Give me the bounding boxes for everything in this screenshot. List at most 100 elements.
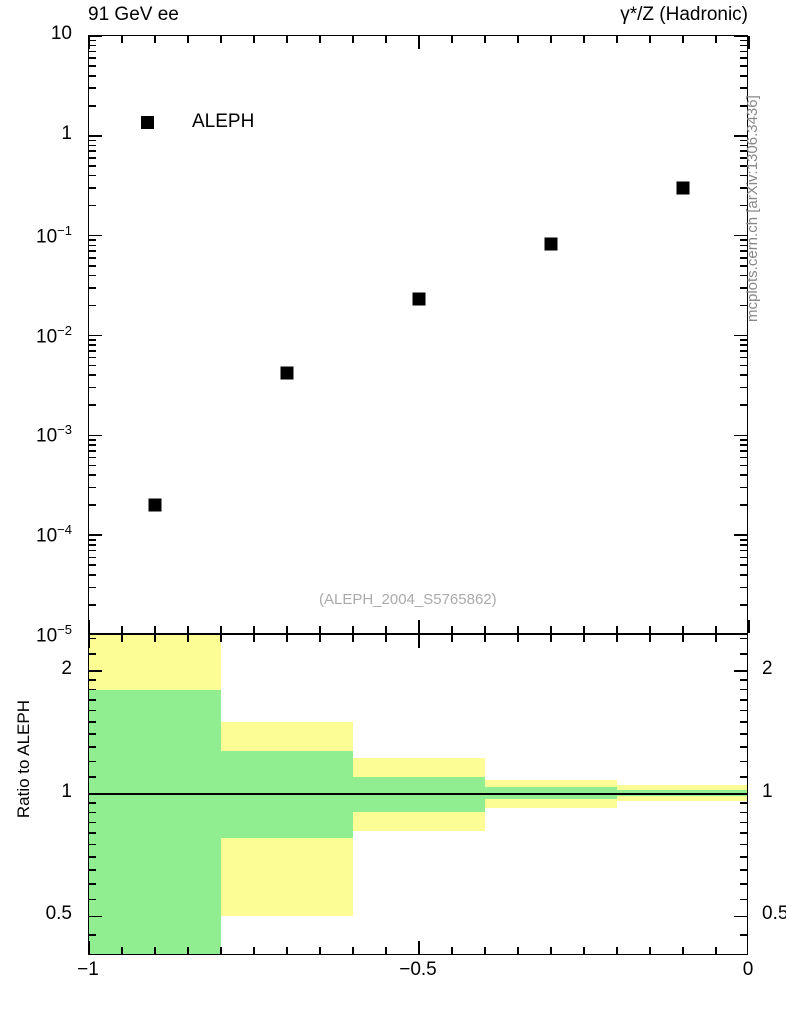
y-minor-tick xyxy=(89,449,96,452)
x-minor-tick xyxy=(187,36,189,43)
y-major-tick xyxy=(734,334,747,337)
y-minor-tick xyxy=(740,444,747,446)
ratio-x-major-tick xyxy=(418,941,420,954)
x-tick-label: 0 xyxy=(742,959,754,980)
x-minor-tick xyxy=(682,36,684,43)
data-point-marker xyxy=(544,237,558,251)
main-y-tick-labels: 10−5 10−4 10−3 10−2 10−1 1 10 xyxy=(0,24,82,645)
ratio-y-minor-tick xyxy=(89,721,96,723)
x-minor-tick xyxy=(154,626,156,633)
ratio-x-minor-tick xyxy=(286,635,288,642)
main-plot-frame: ALEPH (ALEPH_2004_S5765862) xyxy=(88,35,750,636)
ratio-y-minor-tick xyxy=(89,832,96,835)
y-minor-tick xyxy=(740,50,747,53)
y-major-tick xyxy=(734,434,747,437)
y-minor-tick xyxy=(740,456,747,459)
x-minor-tick xyxy=(187,626,189,633)
ratio-x-minor-tick xyxy=(286,947,288,954)
y-minor-tick xyxy=(740,44,747,47)
y-minor-tick xyxy=(89,57,96,59)
x-major-tick xyxy=(748,620,750,633)
x-minor-tick xyxy=(715,36,717,43)
y-tick-label: 10−1 xyxy=(36,222,72,247)
x-minor-tick xyxy=(286,36,288,43)
ratio-x-minor-tick xyxy=(616,635,618,642)
y-minor-tick xyxy=(740,287,747,289)
x-minor-tick xyxy=(352,36,354,43)
ratio-x-major-tick xyxy=(89,635,90,648)
y-minor-tick xyxy=(89,257,96,259)
x-tick-label: −0.5 xyxy=(399,959,437,980)
y-minor-tick xyxy=(740,486,747,489)
legend: ALEPH xyxy=(141,111,254,133)
y-minor-tick xyxy=(89,549,96,552)
x-minor-tick xyxy=(517,626,519,633)
y-minor-tick xyxy=(740,174,747,177)
ratio-y-tick-label-right: 2 xyxy=(762,657,773,679)
y-minor-tick xyxy=(740,264,747,267)
y-minor-tick xyxy=(89,444,96,446)
x-minor-tick xyxy=(121,626,123,633)
x-minor-tick xyxy=(550,626,552,633)
ratio-y-tick-label: 2 xyxy=(61,657,72,679)
ratio-x-minor-tick xyxy=(253,635,255,642)
ratio-y-minor-tick xyxy=(89,679,96,681)
y-minor-tick xyxy=(740,439,747,441)
y-minor-tick xyxy=(89,544,96,546)
y-minor-tick xyxy=(740,374,747,377)
ratio-x-minor-tick xyxy=(583,947,585,954)
x-minor-tick xyxy=(220,36,222,43)
ratio-y-minor-tick xyxy=(89,688,96,691)
y-minor-tick xyxy=(89,474,96,476)
ratio-x-minor-tick xyxy=(352,947,354,954)
ratio-y-minor-tick xyxy=(740,801,747,804)
x-major-tick xyxy=(88,36,90,49)
y-minor-tick xyxy=(740,339,747,341)
y-tick-label: 10−3 xyxy=(36,422,72,447)
x-minor-tick xyxy=(121,36,123,43)
ratio-plot-frame xyxy=(88,634,748,955)
ratio-x-minor-tick xyxy=(220,947,222,954)
ratio-x-minor-tick xyxy=(550,947,552,954)
x-minor-tick xyxy=(352,626,354,633)
ratio-y-major-tick xyxy=(734,792,747,795)
y-minor-tick xyxy=(740,464,747,467)
x-minor-tick xyxy=(154,36,156,43)
y-minor-tick xyxy=(89,250,96,252)
ratio-y-minor-tick xyxy=(89,698,96,701)
y-minor-tick xyxy=(89,264,96,267)
y-tick-label: 10−2 xyxy=(36,322,72,347)
y-minor-tick xyxy=(89,364,96,367)
ratio-x-minor-tick xyxy=(550,635,552,642)
header-right-label: γ*/Z (Hadronic) xyxy=(620,4,748,25)
y-minor-tick xyxy=(89,144,96,147)
y-minor-tick xyxy=(89,404,96,407)
y-minor-tick xyxy=(740,350,747,352)
y-minor-tick xyxy=(89,344,96,346)
ratio-x-minor-tick xyxy=(154,635,156,642)
x-tick-labels: −1 −0.5 0 xyxy=(77,959,753,992)
y-major-tick xyxy=(89,434,102,437)
ratio-x-minor-tick xyxy=(253,947,255,954)
ratio-y-minor-tick xyxy=(740,843,747,846)
y-minor-tick xyxy=(89,604,96,606)
ratio-y-minor-tick xyxy=(740,721,747,723)
y-major-tick xyxy=(89,534,102,536)
y-minor-tick xyxy=(740,65,747,67)
y-major-tick xyxy=(734,135,747,137)
y-minor-tick xyxy=(89,564,96,566)
x-major-tick xyxy=(418,620,420,633)
y-minor-tick xyxy=(89,486,96,489)
ratio-y-tick-label: 1 xyxy=(61,780,72,802)
ratio-x-minor-tick xyxy=(484,635,486,642)
y-minor-tick xyxy=(89,586,96,589)
ratio-y-minor-tick xyxy=(89,776,96,778)
ratio-x-minor-tick xyxy=(517,947,519,954)
ratio-y-minor-tick xyxy=(740,856,747,858)
y-minor-tick xyxy=(89,538,96,541)
ratio-x-minor-tick xyxy=(517,635,519,642)
y-minor-tick xyxy=(740,250,747,252)
ratio-y-minor-tick xyxy=(740,776,747,778)
legend-item-aleph: ALEPH xyxy=(141,111,254,133)
ratio-x-minor-tick xyxy=(385,635,387,642)
